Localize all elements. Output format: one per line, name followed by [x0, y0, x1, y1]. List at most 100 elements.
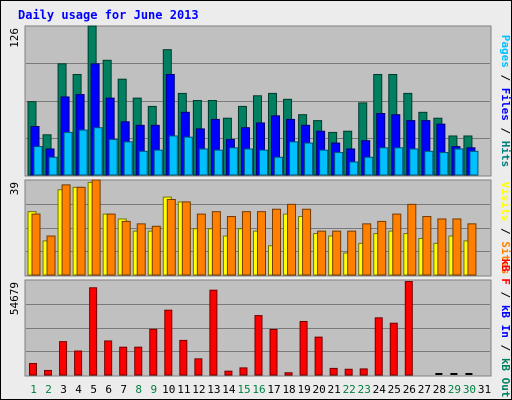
- bar-pages-12: [198, 148, 208, 176]
- x-tick-label: 28: [433, 383, 446, 396]
- x-tick-label: 27: [418, 383, 431, 396]
- bar-pages-10: [168, 135, 178, 176]
- axis-legend-part: /: [499, 221, 512, 241]
- x-tick-label: 3: [60, 383, 67, 396]
- x-tick-label: 31: [478, 383, 491, 396]
- y-max-label: 54679: [8, 282, 21, 315]
- x-tick-label: 10: [162, 383, 175, 396]
- bar-zero-29: [450, 373, 458, 375]
- axis-legend-part: Sites: [499, 241, 512, 274]
- bar-kb-f-3: [59, 341, 68, 376]
- bar-sites-20: [317, 230, 327, 276]
- bar-pages-22: [349, 161, 359, 176]
- bar-sites-13: [211, 211, 221, 276]
- bar-sites-6: [106, 213, 116, 276]
- bar-kb-f-10: [164, 309, 173, 376]
- bar-sites-29: [452, 218, 462, 276]
- axis-legend-part: kB F: [499, 258, 512, 285]
- bar-pages-30: [469, 150, 479, 176]
- bar-pages-18: [289, 141, 299, 176]
- axis-legend-part: /: [499, 121, 512, 141]
- bar-kb-f-4: [74, 350, 83, 376]
- bar-sites-15: [241, 211, 251, 276]
- bar-pages-2: [48, 156, 58, 176]
- bar-sites-16: [256, 211, 266, 276]
- bar-kb-f-16: [254, 315, 263, 376]
- bar-sites-30: [467, 223, 477, 276]
- bar-kb-f-21: [329, 367, 338, 376]
- bar-sites-3: [61, 184, 71, 276]
- bar-zero-30: [465, 373, 473, 375]
- bar-pages-9: [153, 149, 163, 176]
- bar-kb-f-8: [134, 346, 143, 376]
- bar-sites-22: [347, 230, 357, 276]
- x-tick-label: 26: [403, 383, 416, 396]
- y-max-label: 126: [8, 28, 21, 48]
- bar-sites-1: [31, 213, 41, 276]
- x-tick-label: 29: [448, 383, 461, 396]
- x-tick-label: 12: [192, 383, 205, 396]
- bar-pages-20: [319, 149, 329, 176]
- axis-legend: Visits / Sites: [499, 182, 512, 275]
- bar-sites-11: [181, 201, 191, 276]
- x-tick-label: 23: [358, 383, 371, 396]
- x-tick-label: 13: [207, 383, 220, 396]
- bar-pages-26: [409, 148, 419, 176]
- bar-sites-14: [226, 216, 236, 276]
- bar-kb-f-9: [149, 328, 158, 376]
- axis-legend-part: Visits: [499, 182, 512, 222]
- bar-sites-23: [362, 223, 372, 276]
- bar-sites-26: [407, 203, 417, 276]
- bar-kb-f-23: [359, 368, 368, 376]
- bar-sites-2: [46, 235, 56, 276]
- bar-pages-21: [334, 152, 344, 176]
- x-tick-label: 2: [45, 383, 52, 396]
- bar-pages-15: [243, 148, 253, 176]
- bar-pages-16: [258, 149, 268, 176]
- x-tick-label: 19: [297, 383, 310, 396]
- bar-kb-f-13: [209, 289, 218, 376]
- x-tick-label: 11: [177, 383, 190, 396]
- bar-sites-25: [392, 213, 402, 276]
- bar-pages-13: [213, 149, 223, 176]
- x-tick-label: 30: [463, 383, 476, 396]
- bar-pages-29: [454, 148, 464, 176]
- series-pages: [33, 127, 479, 176]
- bar-pages-28: [439, 152, 449, 176]
- bar-sites-28: [437, 218, 447, 276]
- bar-pages-27: [424, 150, 434, 176]
- axis-legend-part: Files: [499, 88, 512, 121]
- bar-sites-9: [151, 225, 161, 276]
- bar-pages-17: [274, 156, 284, 176]
- bar-pages-8: [138, 150, 148, 176]
- panel-hits-files-pages: 126 Pages / Files / Hits: [8, 25, 512, 177]
- bar-pages-7: [123, 141, 133, 176]
- axis-legend-part: Pages: [499, 35, 512, 68]
- bar-kb-f-12: [194, 358, 203, 376]
- bar-kb-f-14: [224, 370, 233, 376]
- axis-legend-part: kB Out: [499, 358, 512, 398]
- bar-kb-f-18: [284, 372, 293, 376]
- bar-kb-f-11: [179, 339, 188, 376]
- axis-legend-part: /: [499, 285, 512, 305]
- bar-zero-28: [435, 373, 443, 375]
- bar-kb-f-1: [29, 363, 37, 376]
- chart-title: Daily usage for June 2013: [18, 8, 199, 22]
- axis-legend: Pages / Files / Hits: [499, 35, 512, 168]
- x-tick-label: 15: [237, 383, 250, 396]
- bar-sites-21: [332, 230, 342, 276]
- bar-sites-24: [377, 220, 387, 276]
- x-tick-label: 22: [343, 383, 356, 396]
- x-tick-label: 14: [222, 383, 236, 396]
- bar-kb-f-25: [389, 322, 398, 376]
- bar-kb-f-26: [404, 281, 413, 376]
- series-kb-f: [29, 281, 473, 376]
- bar-pages-25: [394, 147, 404, 176]
- bar-kb-f-24: [374, 317, 383, 376]
- x-tick-label: 20: [313, 383, 326, 396]
- bar-sites-7: [121, 220, 131, 276]
- bar-kb-f-19: [299, 320, 308, 376]
- bar-kb-f-15: [239, 367, 248, 376]
